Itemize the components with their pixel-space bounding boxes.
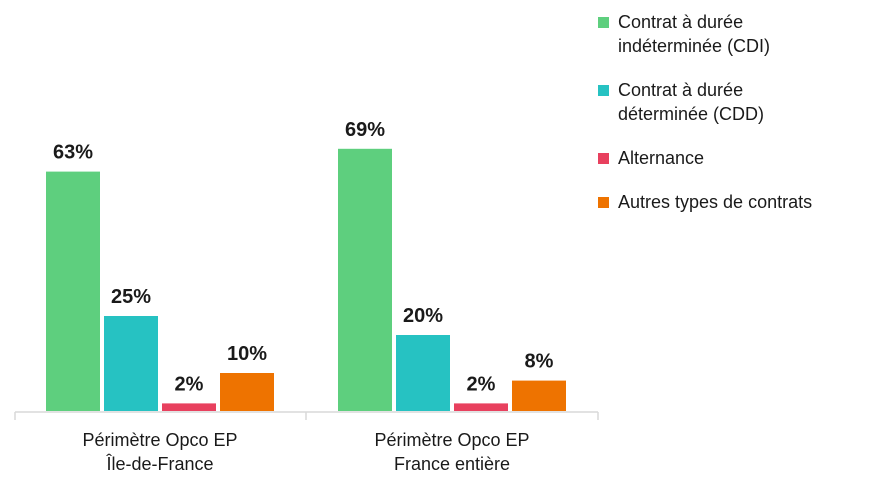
legend-label-alternance: Alternance — [618, 148, 705, 168]
value-label-france-cdi: 69% — [345, 119, 385, 141]
legend-swatch-cdi — [598, 17, 609, 28]
legend-item-autres: Autres types de contrats — [598, 190, 880, 214]
value-labels-group: 63% 25% 2% 10% 69% 20% 2% 8% — [53, 119, 554, 396]
bar-france-cdd — [396, 335, 450, 411]
bar-idf-cdi — [46, 171, 100, 411]
value-label-france-alternance: 2% — [467, 373, 496, 395]
category-label-france-line1: Périmètre Opco EP — [374, 430, 529, 450]
bar-france-alternance — [454, 403, 508, 411]
value-label-idf-alternance: 2% — [175, 373, 204, 395]
legend: Contrat à durée indéterminée (CDI) Contr… — [598, 10, 880, 214]
legend-label-autres: Autres types de contrats — [618, 192, 813, 212]
value-label-idf-cdd: 25% — [111, 286, 151, 308]
bars-group — [46, 148, 566, 412]
value-label-idf-cdi: 63% — [53, 142, 93, 164]
legend-label-cdi: Contrat à durée indéterminée (CDI) — [618, 12, 771, 56]
bar-idf-alternance — [162, 403, 216, 411]
legend-swatch-cdd — [598, 85, 609, 96]
legend-swatch-alternance — [598, 153, 609, 164]
value-label-france-autres: 8% — [525, 351, 554, 373]
legend-label-cdd: Contrat à durée déterminée (CDD) — [618, 80, 765, 124]
category-label-idf-line1: Périmètre Opco EP — [82, 430, 237, 450]
value-label-idf-autres: 10% — [227, 343, 267, 365]
legend-item-cdd: Contrat à durée déterminée (CDD) — [598, 78, 880, 126]
bar-france-autres — [512, 380, 566, 411]
value-label-france-cdd: 20% — [403, 305, 443, 327]
legend-item-alternance: Alternance — [598, 146, 880, 170]
category-label-idf-line2: Île-de-France — [105, 454, 213, 474]
legend-swatch-autres — [598, 197, 609, 208]
category-label-france-line2: France entière — [394, 454, 510, 474]
bar-idf-autres — [220, 373, 274, 411]
bar-idf-cdd — [104, 316, 158, 411]
bar-france-cdi — [338, 148, 392, 412]
legend-item-cdi: Contrat à durée indéterminée (CDI) — [598, 10, 880, 58]
